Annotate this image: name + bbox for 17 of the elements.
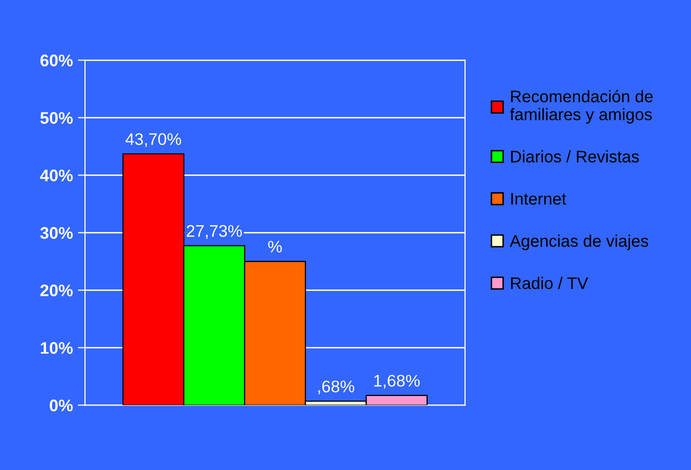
y-tick-label: 40% [40,170,73,182]
legend-label: Diarios / Revistas [511,150,639,162]
legend-label: Radio / TV [511,276,588,290]
data-label: ,68% [318,380,354,394]
data-label: 27,73% [186,225,242,239]
data-label: 1,68% [374,374,420,389]
y-tick-label: 30% [40,227,73,239]
legend-label: Internet [511,193,566,205]
data-label: % [268,240,282,252]
y-tick-label: 20% [40,284,73,296]
legend-label: Agencias de viajes [510,234,648,250]
y-tick-label: 10% [40,342,73,354]
data-label: 43,70% [126,133,182,147]
y-tick-label: 60% [40,54,73,66]
y-tick-label: 50% [40,112,73,124]
y-tick-label: 0% [50,400,73,412]
legend-label: Recomendación de familiares y amigos [510,90,653,124]
